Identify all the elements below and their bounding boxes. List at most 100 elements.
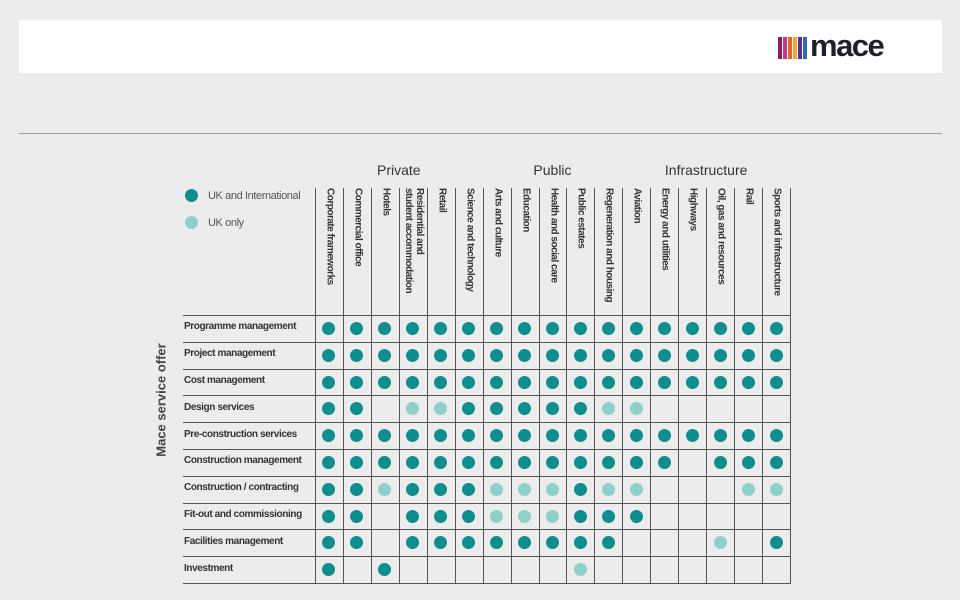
uk-international-dot-icon <box>490 536 504 550</box>
column-header: Sports and infrastructure <box>762 188 790 315</box>
logo-bars-icon <box>778 37 808 59</box>
uk-international-dot-icon <box>769 375 783 389</box>
grid-line-vertical <box>706 188 708 583</box>
uk-international-dot-icon <box>434 321 448 335</box>
uk-international-dot-icon <box>573 375 587 389</box>
column-header-label: Residential and student accommodation <box>402 188 425 294</box>
column-header: Aviation <box>622 188 650 315</box>
grid-line-horizontal <box>183 556 791 558</box>
uk-international-dot-icon <box>601 321 615 335</box>
logo-bar <box>798 37 802 59</box>
mace-logo: mace <box>778 28 885 63</box>
uk-international-dot-icon <box>350 402 364 416</box>
row-label: Facilities management <box>184 535 283 547</box>
uk-only-dot-icon <box>573 563 587 577</box>
uk-international-dot-icon <box>434 536 448 550</box>
uk-only-dot-icon <box>518 482 532 496</box>
uk-international-dot-icon <box>601 375 615 389</box>
uk-international-dot-icon <box>350 482 364 496</box>
uk-international-dot-icon <box>490 455 504 469</box>
grid-line-horizontal <box>183 422 791 424</box>
uk-only-dot-icon <box>490 482 504 496</box>
grid-line-vertical <box>342 188 344 583</box>
grid-line-vertical <box>482 188 484 583</box>
uk-international-dot-icon <box>601 509 615 523</box>
row-label: Cost management <box>184 375 265 386</box>
legend-label-uk-international: UK and International <box>208 189 301 202</box>
uk-international-dot-icon <box>657 429 671 443</box>
uk-international-dot-icon <box>406 321 420 335</box>
uk-international-dot-icon <box>769 348 783 362</box>
logo-text: mace <box>810 28 885 63</box>
uk-international-dot-icon <box>657 455 671 469</box>
uk-international-dot-icon <box>490 321 504 335</box>
uk-international-dot-icon <box>322 429 336 443</box>
uk-international-dot-icon <box>545 348 559 362</box>
uk-international-dot-icon <box>601 455 615 469</box>
grid-line-horizontal <box>183 502 791 504</box>
legend-uk-international: UK and International <box>185 189 301 202</box>
column-header-label: Education <box>520 188 532 232</box>
uk-international-dot-icon <box>434 509 448 523</box>
uk-international-dot-icon <box>378 348 392 362</box>
uk-only-dot-icon <box>185 216 198 229</box>
uk-international-dot-icon <box>685 321 699 335</box>
uk-international-dot-icon <box>685 348 699 362</box>
uk-international-dot-icon <box>518 402 532 416</box>
grid-line-horizontal <box>183 315 791 316</box>
uk-international-dot-icon <box>462 348 476 362</box>
column-header-label: Arts and culture <box>492 188 504 257</box>
legend-uk-only: UK only <box>185 216 244 229</box>
uk-international-dot-icon <box>462 536 476 550</box>
logo-bar <box>803 37 807 59</box>
uk-only-dot-icon <box>490 509 504 523</box>
grid-line-horizontal <box>183 475 791 477</box>
grid-line-horizontal <box>183 529 791 531</box>
uk-international-dot-icon <box>462 455 476 469</box>
column-header: Health and social care <box>539 188 567 315</box>
uk-international-dot-icon <box>406 375 420 389</box>
column-header-label: Commercial office <box>352 188 364 267</box>
group-title-public: Public <box>533 162 572 178</box>
uk-international-dot-icon <box>322 563 336 577</box>
grid-line-vertical <box>762 188 764 583</box>
row-label: Construction management <box>184 455 302 467</box>
grid-line-vertical <box>678 188 680 583</box>
uk-only-dot-icon <box>601 402 615 416</box>
uk-only-dot-icon <box>741 482 755 496</box>
uk-international-dot-icon <box>685 375 699 389</box>
uk-international-dot-icon <box>629 348 643 362</box>
grid-line-horizontal <box>183 368 791 370</box>
column-header: Regeneration and housing <box>594 188 622 315</box>
uk-international-dot-icon <box>573 348 587 362</box>
column-header-label: Highways <box>687 188 699 231</box>
uk-international-dot-icon <box>322 455 336 469</box>
column-header: Corporate frameworks <box>315 188 343 315</box>
uk-international-dot-icon <box>434 348 448 362</box>
uk-international-dot-icon <box>741 321 755 335</box>
grid-line-horizontal <box>183 341 791 343</box>
grid-line-vertical <box>426 188 428 583</box>
uk-only-dot-icon <box>545 482 559 496</box>
uk-international-dot-icon <box>434 455 448 469</box>
uk-international-dot-icon <box>713 348 727 362</box>
uk-international-dot-icon <box>350 536 364 550</box>
row-label: Pre-construction services <box>184 428 297 440</box>
column-header-label: Sports and infrastructure <box>771 188 783 296</box>
grid-line-vertical <box>454 188 456 583</box>
column-header: Retail <box>427 188 455 315</box>
uk-international-dot-icon <box>629 375 643 389</box>
uk-international-dot-icon <box>601 429 615 443</box>
uk-international-dot-icon <box>518 429 532 443</box>
uk-international-dot-icon <box>350 429 364 443</box>
uk-international-dot-icon <box>462 402 476 416</box>
uk-international-dot-icon <box>462 509 476 523</box>
grid-line-vertical <box>566 188 568 583</box>
uk-international-dot-icon <box>713 321 727 335</box>
uk-only-dot-icon <box>518 509 532 523</box>
uk-international-dot-icon <box>713 375 727 389</box>
uk-international-dot-icon <box>185 189 198 202</box>
uk-international-dot-icon <box>741 455 755 469</box>
row-label: Investment <box>184 562 233 574</box>
uk-international-dot-icon <box>545 455 559 469</box>
